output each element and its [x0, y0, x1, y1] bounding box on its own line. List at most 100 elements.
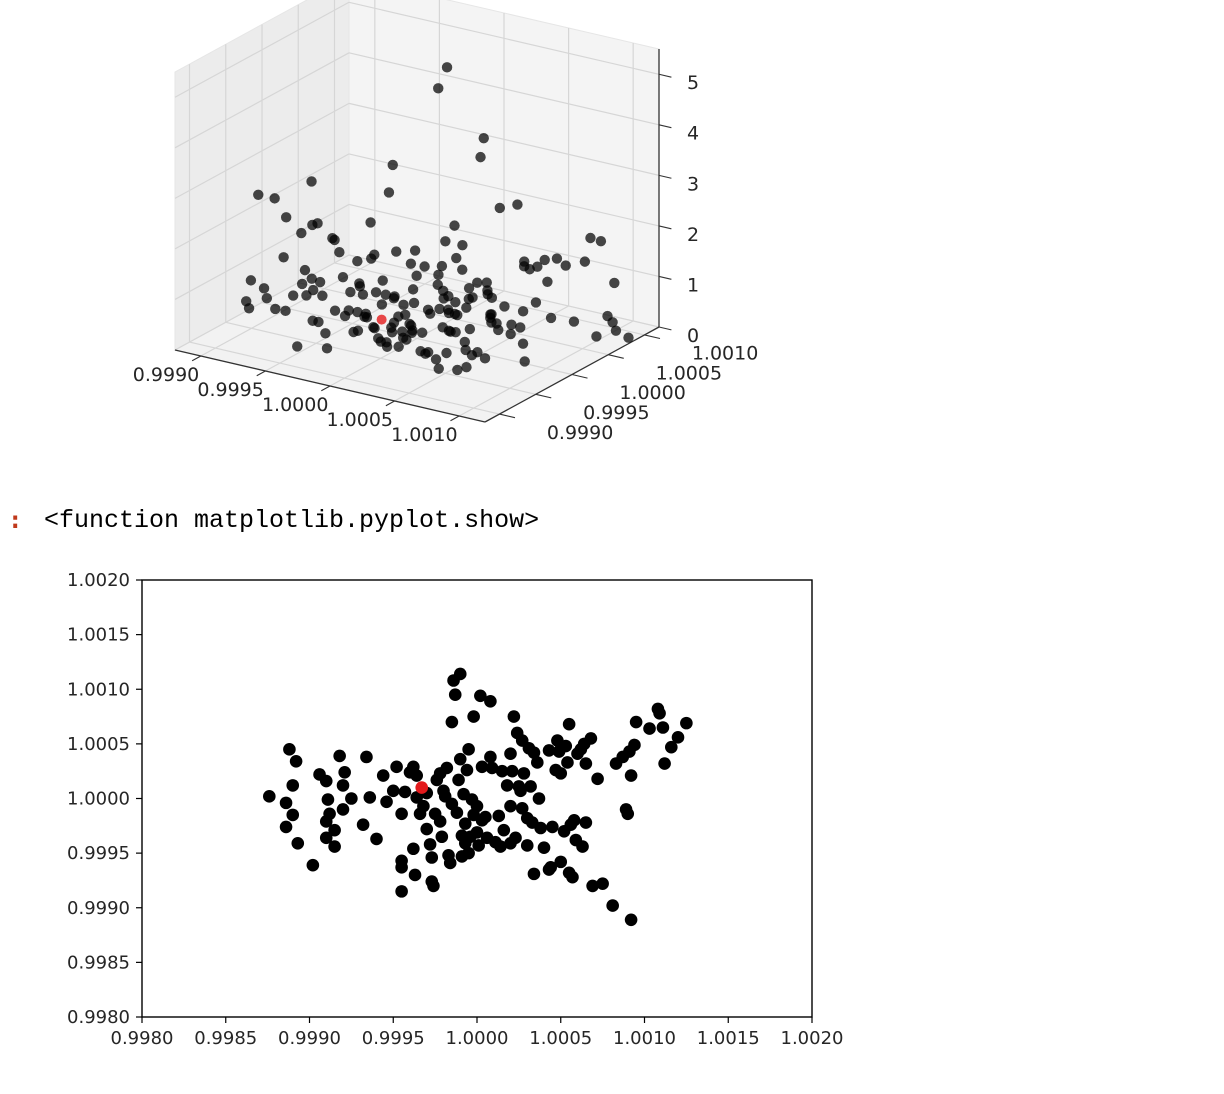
data-point — [435, 830, 449, 844]
data-point-3d — [459, 336, 470, 348]
data-point-3d — [472, 277, 483, 288]
data-point — [336, 779, 350, 792]
axis-ticks: 0.9980 0.9985 0.9990 0.9995 1.0000 1.0005 1.00… — [67, 570, 843, 1049]
data-point-3d — [560, 260, 571, 271]
data-point — [445, 715, 459, 729]
data-point-3d — [461, 362, 472, 373]
data-point-3d — [512, 199, 523, 210]
data-point-3d — [270, 303, 281, 315]
data-point-3d — [609, 277, 620, 289]
data-point-3d — [320, 328, 331, 339]
x-tick-label: 0.9980 — [111, 1028, 174, 1049]
data-point — [507, 710, 521, 723]
z-tick — [658, 73, 672, 78]
x-tick-label: 1.0005 — [529, 1028, 592, 1049]
data-point-3d — [308, 284, 319, 296]
data-point-3d — [370, 287, 382, 298]
data-point — [370, 832, 383, 846]
data-point-3d — [449, 220, 460, 231]
y-tick-label: 0.9995 — [583, 402, 649, 424]
data-point-3d — [585, 232, 596, 244]
data-point — [433, 815, 447, 828]
data-point-3d — [506, 319, 517, 330]
data-point-3d — [499, 301, 510, 312]
data-point-3d — [419, 261, 430, 272]
data-point — [579, 757, 593, 770]
data-point — [628, 738, 641, 752]
x-tick — [450, 415, 460, 422]
x-tick-label: 1.0000 — [446, 1028, 509, 1049]
z-tick-label: 3 — [687, 173, 699, 195]
data-point-3d — [434, 303, 445, 315]
data-point-3d — [287, 290, 299, 301]
data-point-3d — [482, 285, 493, 296]
data-point-3d — [460, 344, 471, 356]
data-point — [423, 838, 437, 851]
data-point-3d — [441, 62, 453, 73]
data-point — [559, 739, 573, 753]
data-point-3d — [387, 159, 398, 171]
data-point — [484, 750, 497, 764]
y-tick — [499, 413, 516, 419]
data-point — [462, 743, 475, 756]
data-point-3d — [515, 322, 526, 333]
z-tick-label: 2 — [687, 224, 699, 246]
data-point-3d — [452, 364, 463, 376]
data-point-3d — [365, 217, 376, 228]
output-text: <function matplotlib.pyplot.show> — [44, 505, 540, 535]
data-point-3d — [343, 305, 354, 316]
grid-line — [174, 52, 350, 149]
data-point — [472, 839, 485, 852]
data-point-3d — [391, 246, 402, 257]
data-point-3d — [296, 278, 308, 290]
data-point — [380, 795, 393, 809]
data-point-3d — [478, 132, 489, 144]
data-point-3d — [306, 273, 317, 284]
data-point — [492, 809, 506, 823]
data-point — [386, 784, 400, 798]
grid-line — [174, 1, 350, 98]
data-point-3d — [296, 227, 307, 239]
x-tick-label: 0.9990 — [278, 1028, 341, 1049]
data-point — [328, 840, 341, 853]
data-point-3d — [579, 256, 591, 267]
data-point-3d — [280, 305, 291, 317]
data-point-3d — [461, 302, 472, 313]
data-point-3d — [373, 333, 384, 344]
data-point-3d — [269, 193, 280, 204]
data-point-3d — [518, 261, 530, 272]
y-tick-label: 1.0015 — [67, 625, 130, 646]
z-tick — [658, 174, 672, 179]
y-tick-label: 1.0020 — [67, 570, 130, 591]
data-point-3d — [299, 264, 311, 276]
data-points-3d — [240, 62, 634, 376]
data-point — [279, 796, 293, 810]
data-point — [494, 840, 507, 853]
output-prompt: : — [8, 506, 23, 534]
data-point-3d — [377, 275, 388, 286]
data-point — [286, 779, 300, 792]
data-point — [453, 667, 467, 681]
highlight-point — [415, 781, 429, 794]
data-point — [395, 885, 408, 898]
data-point-3d — [467, 292, 478, 303]
data-point-3d — [329, 234, 340, 246]
data-point-3d — [441, 347, 452, 359]
grid-line — [174, 254, 350, 351]
data-point — [283, 743, 296, 756]
data-point-3d — [517, 306, 529, 317]
output-line: : <function matplotlib.pyplot.show> — [8, 504, 539, 536]
scatter-2d-chart: 0.9980 0.9985 0.9990 0.9995 1.0000 1.0005 1.00… — [67, 570, 843, 1049]
y-tick — [535, 393, 552, 399]
data-point-3d — [245, 275, 257, 286]
data-point-3d — [345, 286, 356, 298]
data-point-3d — [261, 293, 273, 304]
data-point — [497, 823, 511, 837]
data-point — [333, 749, 346, 763]
data-point-3d — [409, 245, 421, 256]
data-point-3d — [433, 363, 444, 374]
data-point — [475, 760, 489, 774]
data-point — [606, 899, 619, 912]
data-point — [306, 858, 320, 872]
grid-line — [225, 321, 536, 395]
